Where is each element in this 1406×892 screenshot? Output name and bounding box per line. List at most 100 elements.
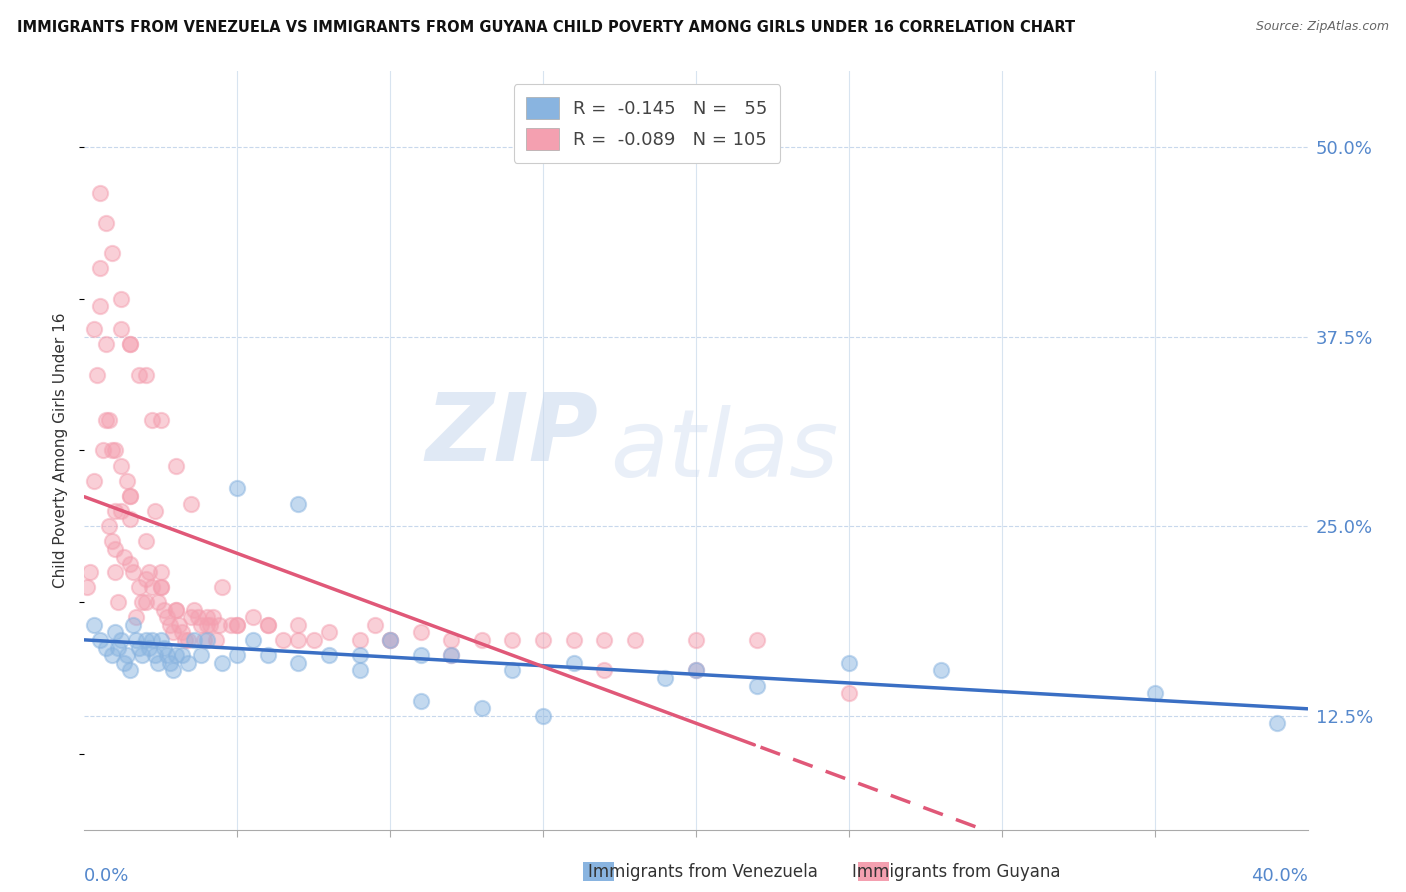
Point bbox=[929, 664, 952, 678]
Point bbox=[364, 618, 387, 632]
Point bbox=[380, 633, 402, 648]
Point bbox=[156, 610, 179, 624]
Text: Immigrants from Guyana: Immigrants from Guyana bbox=[852, 863, 1060, 881]
Point bbox=[120, 489, 142, 503]
Point bbox=[112, 656, 135, 670]
Point bbox=[138, 565, 160, 579]
Point bbox=[257, 618, 280, 632]
Point bbox=[318, 625, 340, 640]
Point bbox=[76, 580, 98, 594]
Point bbox=[531, 633, 554, 648]
Point bbox=[94, 640, 117, 655]
Point bbox=[198, 618, 221, 632]
Point bbox=[186, 610, 208, 624]
Text: Source: ZipAtlas.com: Source: ZipAtlas.com bbox=[1256, 20, 1389, 33]
Point bbox=[131, 595, 153, 609]
Point bbox=[122, 618, 145, 632]
Point bbox=[440, 648, 463, 662]
Point bbox=[177, 656, 200, 670]
Point bbox=[409, 694, 432, 708]
Point bbox=[146, 656, 169, 670]
Point bbox=[146, 595, 169, 609]
Point bbox=[125, 633, 148, 648]
Point bbox=[149, 580, 172, 594]
Point bbox=[128, 368, 150, 382]
Point bbox=[180, 496, 202, 510]
Point bbox=[112, 549, 135, 564]
Point bbox=[593, 664, 616, 678]
Point bbox=[380, 633, 402, 648]
Point bbox=[101, 648, 124, 662]
Point bbox=[104, 625, 127, 640]
Point bbox=[242, 610, 264, 624]
Point bbox=[409, 625, 432, 640]
Point bbox=[409, 648, 432, 662]
Point bbox=[110, 458, 132, 473]
Point bbox=[120, 664, 142, 678]
Point bbox=[172, 648, 194, 662]
Point bbox=[120, 489, 142, 503]
Point bbox=[165, 458, 187, 473]
Point bbox=[89, 186, 111, 200]
Point bbox=[380, 633, 402, 648]
Point bbox=[162, 664, 184, 678]
Point bbox=[685, 664, 707, 678]
Point bbox=[685, 664, 707, 678]
Point bbox=[101, 534, 124, 549]
Point bbox=[165, 603, 187, 617]
Point bbox=[89, 633, 111, 648]
Point bbox=[149, 580, 172, 594]
Point bbox=[120, 557, 142, 572]
Point bbox=[89, 261, 111, 276]
Point bbox=[165, 648, 187, 662]
Point bbox=[242, 633, 264, 648]
Point bbox=[685, 633, 707, 648]
Point bbox=[226, 482, 249, 496]
Point bbox=[531, 708, 554, 723]
Point bbox=[226, 618, 249, 632]
Point bbox=[115, 648, 138, 662]
Point bbox=[195, 610, 218, 624]
Point bbox=[138, 640, 160, 655]
Point bbox=[226, 618, 249, 632]
Point bbox=[104, 542, 127, 557]
Point bbox=[104, 504, 127, 518]
Point bbox=[349, 633, 371, 648]
Point bbox=[128, 640, 150, 655]
Point bbox=[440, 633, 463, 648]
Point bbox=[149, 633, 172, 648]
Point bbox=[318, 648, 340, 662]
Point bbox=[135, 573, 157, 587]
Point bbox=[165, 603, 187, 617]
Point bbox=[104, 565, 127, 579]
Point bbox=[593, 633, 616, 648]
Point bbox=[110, 292, 132, 306]
Point bbox=[562, 656, 585, 670]
Point bbox=[195, 633, 218, 648]
Point bbox=[183, 603, 205, 617]
Point bbox=[624, 633, 647, 648]
Point bbox=[167, 618, 190, 632]
Point bbox=[143, 504, 166, 518]
Point bbox=[89, 300, 111, 314]
Point bbox=[120, 512, 142, 526]
Point bbox=[149, 413, 172, 427]
Point bbox=[440, 648, 463, 662]
Point bbox=[79, 565, 101, 579]
Point bbox=[208, 618, 231, 632]
Point bbox=[86, 368, 108, 382]
Point bbox=[141, 580, 163, 594]
Point bbox=[131, 648, 153, 662]
Point bbox=[747, 679, 769, 693]
Text: atlas: atlas bbox=[610, 405, 838, 496]
Point bbox=[97, 519, 120, 533]
Point bbox=[94, 216, 117, 230]
Point bbox=[159, 618, 181, 632]
Point bbox=[287, 618, 309, 632]
Point bbox=[128, 580, 150, 594]
Point bbox=[349, 664, 371, 678]
Point bbox=[83, 474, 105, 488]
Point bbox=[471, 633, 494, 648]
Point bbox=[135, 368, 157, 382]
Point bbox=[271, 633, 294, 648]
